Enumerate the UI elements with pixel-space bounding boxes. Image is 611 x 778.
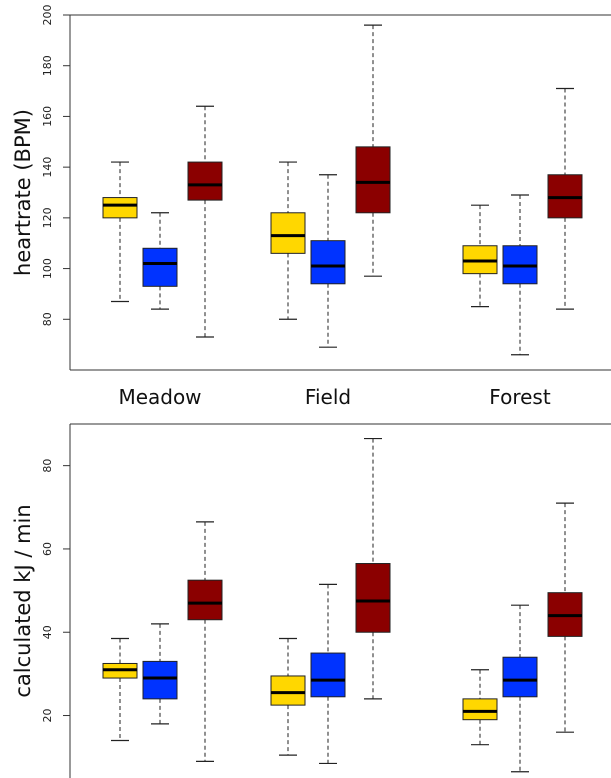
y-tick-label: 200	[41, 5, 54, 26]
y-tick-label: 100	[41, 258, 54, 279]
iqr-box	[102, 197, 138, 219]
y-tick-label: 60	[41, 542, 54, 556]
box-field-2	[310, 174, 346, 348]
box-field-3	[355, 24, 391, 277]
group-label-field: Field	[305, 385, 351, 409]
y-tick-label: 180	[41, 55, 54, 76]
iqr-box	[355, 563, 391, 633]
y-tick-label: 80	[41, 312, 54, 326]
box-meadow-2	[142, 212, 178, 310]
box-meadow-3	[187, 105, 223, 338]
box-forest-1	[462, 204, 498, 308]
y-axis-label: calculated kJ / min	[11, 504, 35, 697]
box-field-1	[270, 161, 306, 320]
chart-panel-2: 20 40 60 80 calculated kJ / min	[11, 423, 611, 778]
iqr-box	[462, 698, 498, 721]
box-field-1	[270, 637, 306, 756]
iqr-box	[187, 579, 223, 621]
group-label-meadow: Meadow	[118, 385, 201, 409]
iqr-box	[270, 675, 306, 706]
iqr-box	[187, 161, 223, 201]
box-forest-1	[462, 669, 498, 746]
iqr-box	[502, 656, 538, 698]
iqr-box	[270, 212, 306, 254]
iqr-box	[310, 652, 346, 698]
y-tick-label: 120	[41, 207, 54, 228]
chart-panel-1: 80 100 120 140 160 180 200 heartrate (BPM) Meado…	[11, 5, 611, 409]
box-forest-2	[502, 604, 538, 773]
y-tick-label: 80	[41, 459, 54, 473]
box-forest-3	[547, 87, 583, 310]
iqr-box	[142, 660, 178, 700]
iqr-box	[142, 247, 178, 287]
y-tick-label: 40	[41, 625, 54, 639]
box-field-3	[355, 437, 391, 700]
box-meadow-3	[187, 521, 223, 762]
y-tick-label: 20	[41, 709, 54, 723]
box-meadow-2	[142, 623, 178, 725]
group-label-forest: Forest	[489, 385, 551, 409]
box-forest-3	[547, 502, 583, 733]
iqr-box	[310, 240, 346, 285]
iqr-box	[355, 146, 391, 214]
box-meadow-1	[102, 637, 138, 742]
box-forest-2	[502, 194, 538, 356]
box-meadow-1	[102, 161, 138, 303]
y-tick-label: 160	[41, 106, 54, 127]
y-tick-label: 140	[41, 157, 54, 178]
y-axis-label: heartrate (BPM)	[11, 109, 35, 276]
box-field-2	[310, 583, 346, 765]
